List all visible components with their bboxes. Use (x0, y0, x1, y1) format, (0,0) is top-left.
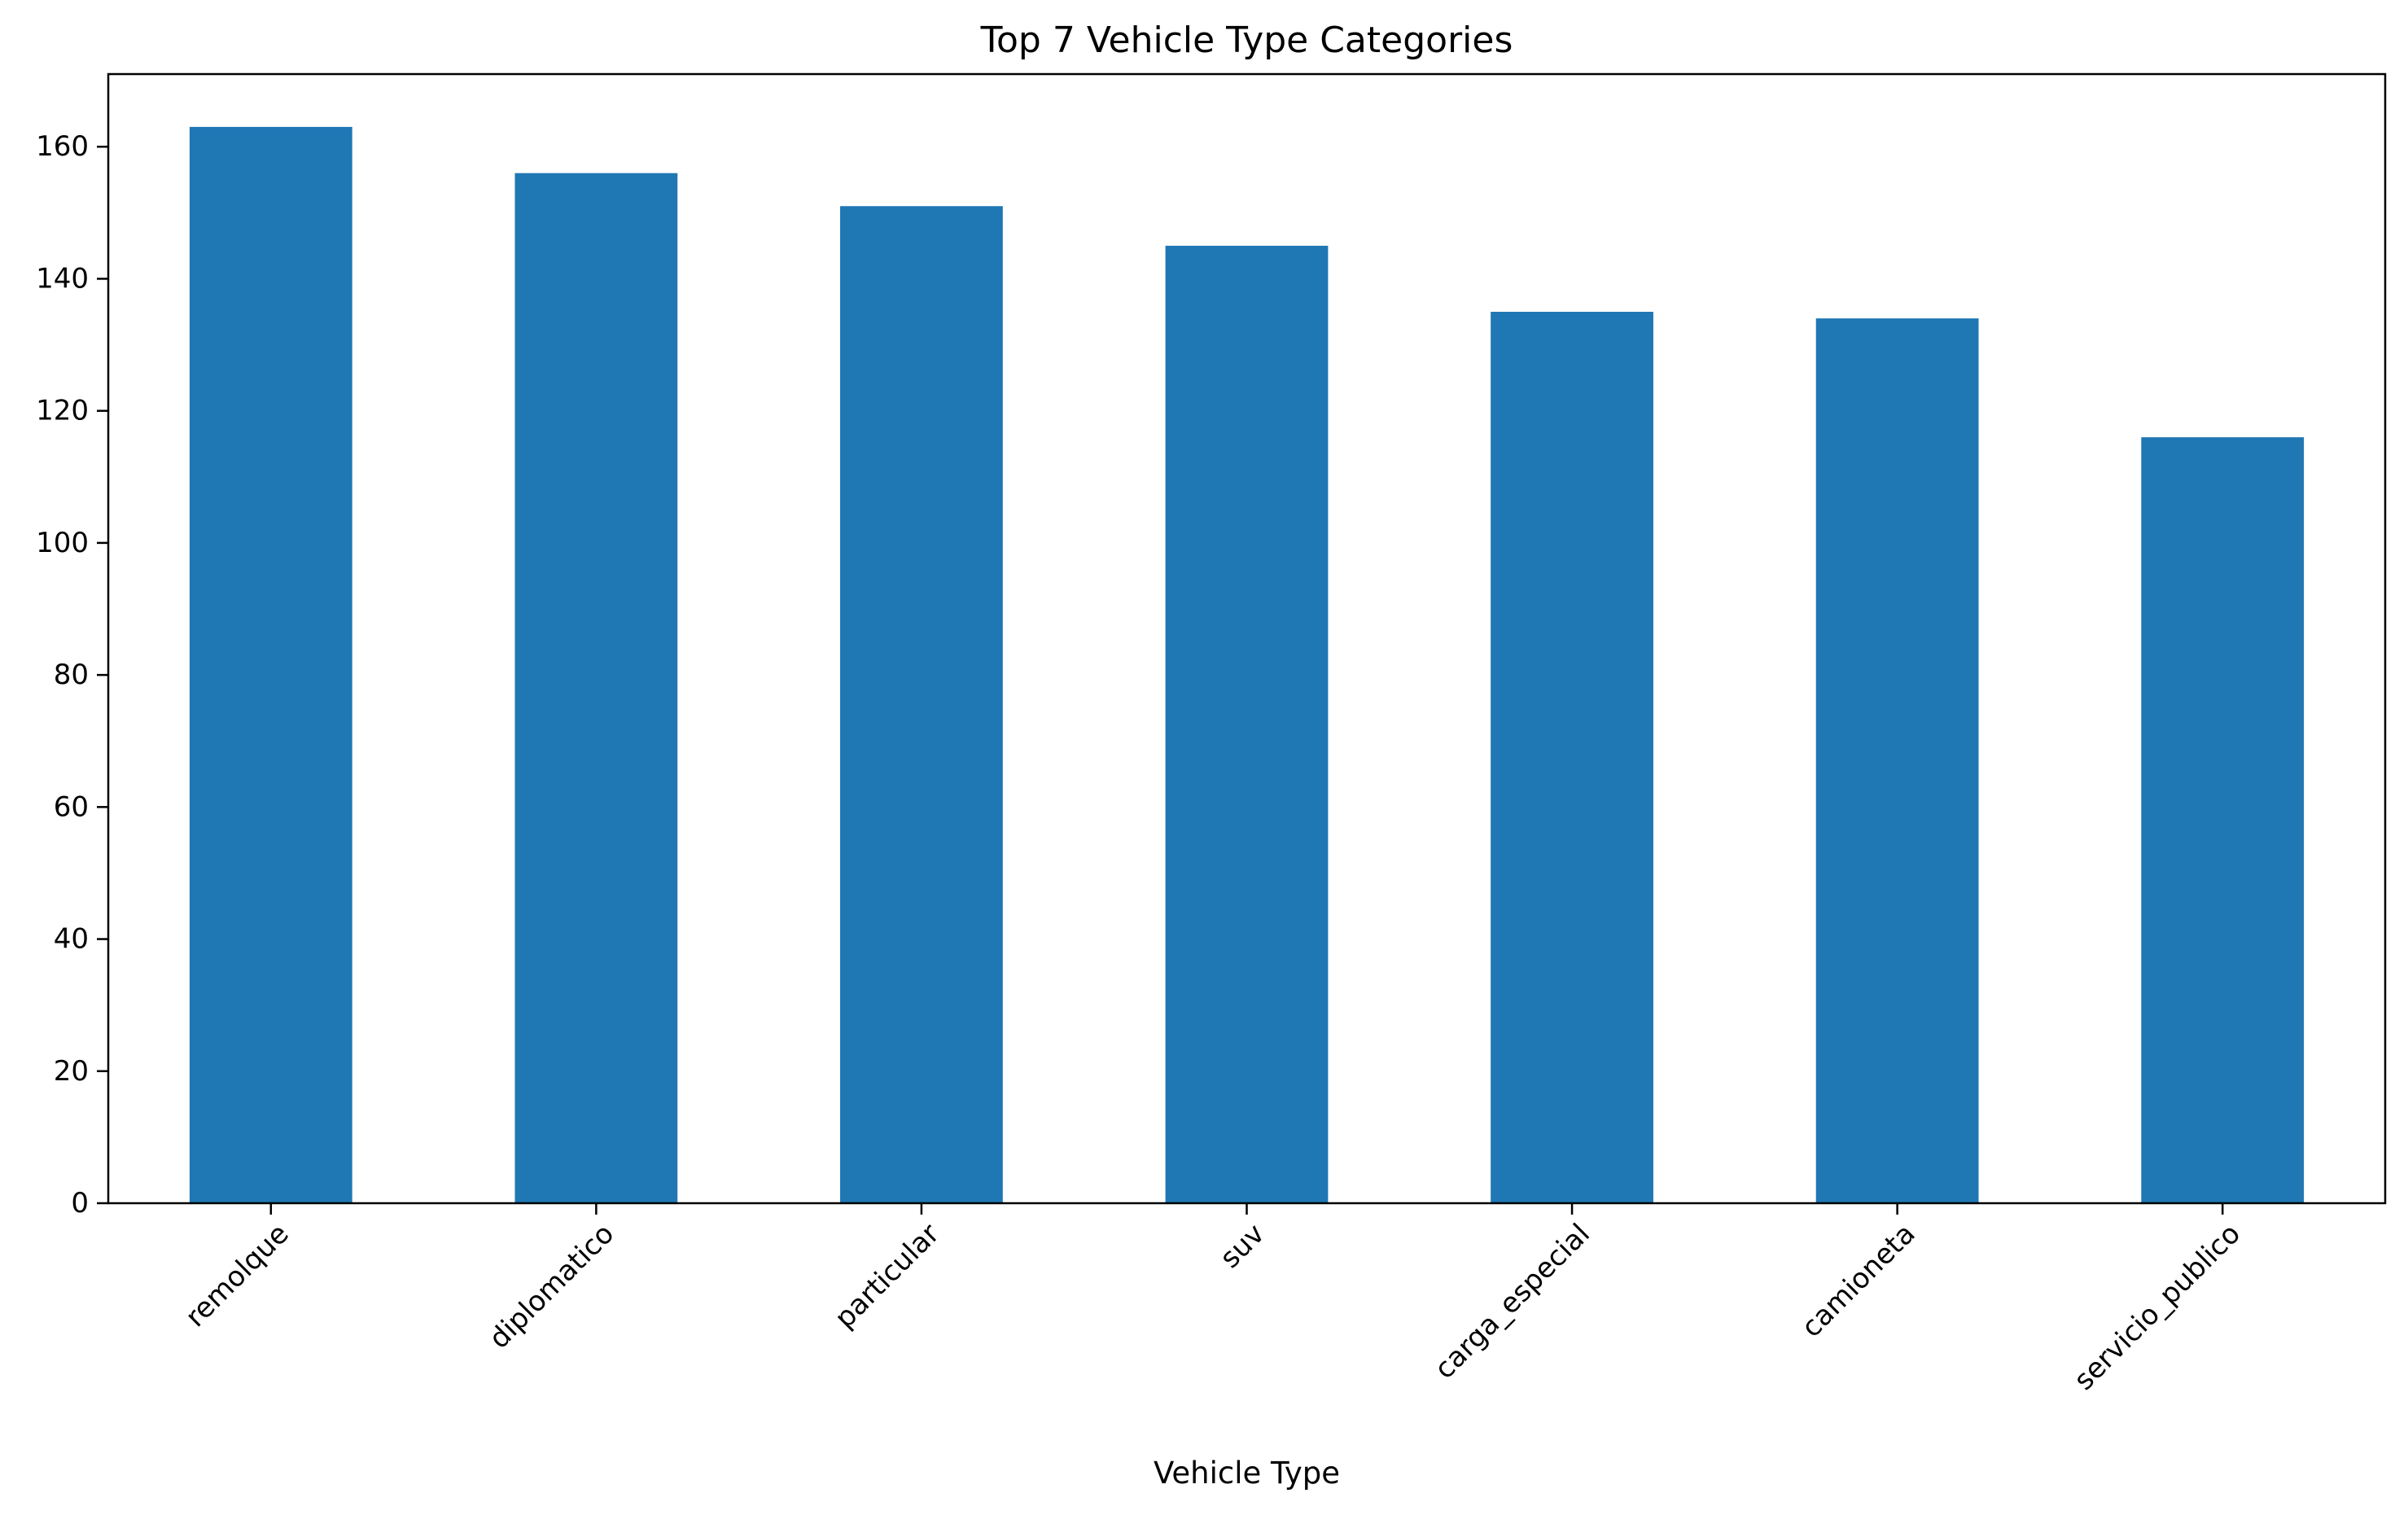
y-tick-label: 100 (36, 527, 89, 559)
y-tick-label: 80 (54, 659, 89, 691)
x-axis-label: Vehicle Type (1154, 1456, 1340, 1491)
chart-title: Top 7 Vehicle Type Categories (980, 20, 1513, 61)
bar-servicio_publico (2141, 437, 2305, 1203)
x-tick-label: carga_especial (1429, 1218, 1596, 1386)
x-tick-label: servicio_publico (2068, 1218, 2247, 1397)
x-tick-label: particular (829, 1218, 946, 1335)
bar-carga_especial (1491, 312, 1653, 1203)
plot-frame (107, 72, 2387, 1205)
y-tick-label: 60 (54, 790, 89, 823)
y-tick-label: 40 (54, 923, 89, 956)
x-tick-label: diplomatico (483, 1218, 620, 1355)
y-tick-label: 120 (36, 395, 89, 427)
y-tick-label: 140 (36, 262, 89, 295)
x-tick-label: suv (1214, 1218, 1271, 1275)
bar-particular (840, 206, 1003, 1204)
bar-remolque (189, 126, 352, 1203)
bar-suv (1165, 245, 1329, 1203)
x-tick-label: camioneta (1795, 1218, 1921, 1344)
y-axis: 0 20 40 60 80 100 120 140 160 (36, 130, 108, 1219)
bars-group (189, 126, 2305, 1204)
bar-camioneta (1815, 318, 1979, 1204)
bar-diplomatico (514, 173, 678, 1204)
x-axis: remolque diplomatico particular suv carga_es… (179, 1203, 2247, 1397)
y-tick-label: 160 (36, 130, 89, 163)
y-tick-label: 20 (54, 1055, 89, 1088)
y-tick-label: 0 (71, 1187, 89, 1219)
x-tick-label: remolque (179, 1218, 296, 1334)
